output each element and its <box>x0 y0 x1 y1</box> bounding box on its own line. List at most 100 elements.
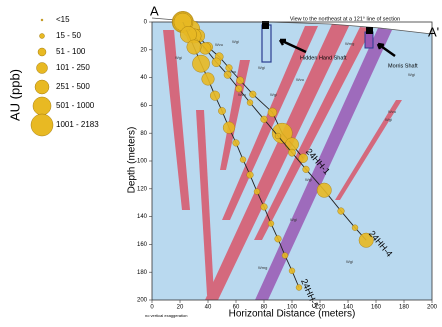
unit-label: Wgi <box>258 65 265 70</box>
legend-label: 101 - 250 <box>56 63 90 72</box>
assay-point <box>209 90 221 101</box>
arrow <box>376 42 396 58</box>
assay-point <box>302 165 310 173</box>
assay-point <box>351 224 359 231</box>
assay-point <box>288 148 296 157</box>
unit-label: Wvu <box>215 42 223 47</box>
assay-point <box>316 182 332 198</box>
y-axis-label: Depth (meters) <box>127 127 138 194</box>
unit-label: Wgi <box>408 72 415 77</box>
assay-point <box>337 207 345 215</box>
x-tick-label: 20 <box>177 305 184 311</box>
exaggeration-note: no vertical exaggeration <box>145 313 187 318</box>
legend-swatch <box>34 79 50 95</box>
assay-point <box>223 70 232 79</box>
assay-point <box>218 107 226 115</box>
vein <box>222 26 318 220</box>
arrow <box>278 38 307 54</box>
y-tick-label: 120 <box>137 186 148 192</box>
assay-point <box>267 220 275 227</box>
unit-label: Wgi <box>346 259 353 264</box>
legend-label: 51 - 100 <box>56 47 86 56</box>
y-tick-label: 80 <box>140 131 147 137</box>
vein <box>254 27 372 240</box>
assay-point <box>274 132 282 140</box>
assay-point <box>239 156 247 163</box>
legend-label: 251 - 500 <box>56 82 90 91</box>
y-tick-label: 160 <box>137 242 148 248</box>
vein <box>335 100 402 200</box>
assay-point <box>246 171 254 179</box>
y-tick-label: 200 <box>137 298 148 304</box>
unit-label: Wgi <box>290 217 297 222</box>
vein <box>163 30 190 210</box>
vein <box>205 24 350 300</box>
assay-point <box>274 235 282 243</box>
vein <box>255 28 392 300</box>
assay-point <box>260 115 268 123</box>
shaft-head <box>366 27 373 34</box>
assay-point <box>249 90 257 98</box>
assay-point <box>236 76 245 85</box>
legend-title: AU (ppb) <box>7 69 22 121</box>
assay-point <box>260 203 268 211</box>
y-tick-label: 40 <box>140 75 147 81</box>
assay-point <box>232 139 240 147</box>
y-tick-label: 100 <box>137 159 148 165</box>
assay-point <box>222 121 236 134</box>
y-tick-label: 140 <box>137 214 148 220</box>
section-start: A <box>150 3 159 18</box>
y-tick-label: 20 <box>140 47 147 53</box>
y-tick-label: 60 <box>140 103 147 109</box>
unit-label: Wgi <box>270 92 277 97</box>
legend-swatch <box>37 47 47 57</box>
section-end: A' <box>428 24 439 39</box>
x-tick-label: 160 <box>371 305 382 311</box>
legend-label: <15 <box>56 15 70 24</box>
shaft-label: Morris Shaft <box>388 63 418 69</box>
assay-point <box>192 54 210 73</box>
legend-swatch <box>30 113 54 137</box>
assay-point <box>288 267 296 275</box>
legend-swatch <box>36 62 48 74</box>
x-tick-label: 200 <box>427 305 438 311</box>
x-tick-label: 140 <box>343 305 354 311</box>
unit-label: Wgi <box>385 117 392 122</box>
x-tick-label: 100 <box>287 305 298 311</box>
unit-label: Wmg <box>258 265 267 270</box>
legend-swatch <box>39 33 45 39</box>
vein <box>220 60 250 170</box>
legend-swatch <box>32 96 52 116</box>
vein <box>196 110 214 295</box>
y-tick-label: 0 <box>144 20 148 26</box>
assay-point <box>201 72 215 86</box>
view-note: View to the northeast at a 121° line of … <box>290 16 400 22</box>
assay-point <box>298 153 308 163</box>
unit-label: Wgi <box>305 177 312 182</box>
shaft <box>364 31 374 49</box>
surface <box>152 0 432 34</box>
shaft-head <box>262 21 269 29</box>
legend-label: 501 - 1000 <box>56 101 95 110</box>
geology <box>163 24 402 300</box>
y-tick-label: 180 <box>137 270 148 276</box>
assay-point <box>211 57 222 68</box>
assay-point <box>186 39 202 55</box>
unit-label: Wgi <box>232 39 239 44</box>
x-tick-label: 180 <box>399 305 410 311</box>
x-tick-label: 80 <box>261 305 268 311</box>
assay-point <box>267 107 278 118</box>
unit-label: Wvu <box>238 92 246 97</box>
x-tick-label: 60 <box>233 305 240 311</box>
legend-swatch <box>40 18 44 22</box>
legend-label: 1001 - 2183 <box>56 120 99 129</box>
x-axis-label: Horizontal Distance (meters) <box>229 309 356 320</box>
assay-point <box>281 252 289 259</box>
x-tick-label: 0 <box>150 305 154 311</box>
unit-label: Wvu <box>388 109 396 114</box>
unit-label: Wgi <box>175 55 182 60</box>
unit-label: Wvu <box>296 77 304 82</box>
legend-label: 15 - 50 <box>56 31 81 40</box>
assay-point <box>295 284 303 291</box>
